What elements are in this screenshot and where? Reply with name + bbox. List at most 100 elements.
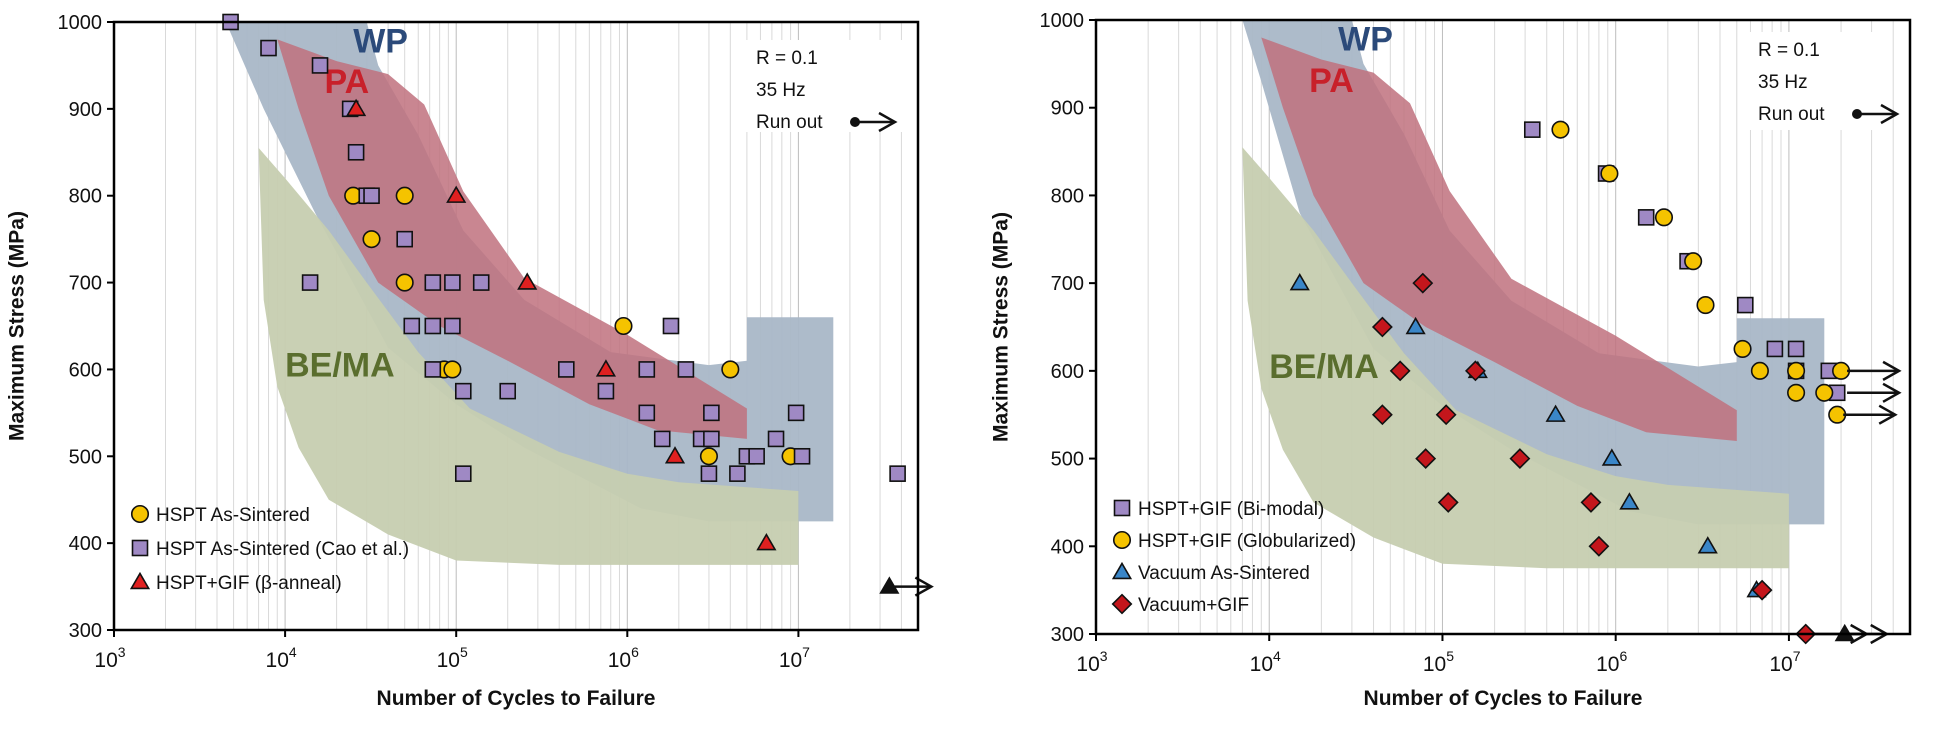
data-point bbox=[664, 446, 686, 464]
chart-left-x-axis-label: Number of Cycles to Failure bbox=[377, 687, 656, 710]
legend-item: HSPT As-Sintered (Cao et al.) bbox=[131, 539, 409, 560]
legend-item: HSPT+GIF (Bi-modal) bbox=[1113, 499, 1324, 520]
runout-arrow bbox=[1847, 360, 1902, 381]
chart-left-x-ticks: 103 104 105 106 107 bbox=[94, 630, 810, 672]
legend-swatch bbox=[1111, 593, 1133, 615]
arrow-head bbox=[1878, 404, 1898, 425]
data-point bbox=[1787, 361, 1806, 380]
data-point bbox=[1601, 448, 1622, 466]
data-point bbox=[1619, 492, 1640, 510]
data-point bbox=[1289, 273, 1310, 291]
x-tick-label: 107 bbox=[1769, 648, 1800, 676]
legend-item: HSPT+GIF (Globularized) bbox=[1112, 530, 1356, 552]
legend-marker bbox=[1113, 499, 1131, 517]
legend-label: HSPT+GIF (Bi-modal) bbox=[1138, 499, 1324, 520]
chart-right-info-text: R = 0.1 35 Hz Run out bbox=[1758, 40, 1900, 125]
region-pa bbox=[1261, 37, 1737, 441]
x-tick-label: 104 bbox=[266, 644, 297, 672]
legend-label: HSPT As-Sintered bbox=[156, 505, 310, 526]
data-point bbox=[889, 465, 906, 482]
chart-right-points bbox=[1289, 120, 1902, 645]
region-label-be-ma: BE/MA bbox=[285, 346, 395, 384]
x-tick-label: 106 bbox=[1596, 648, 1627, 676]
data-point bbox=[1405, 316, 1426, 335]
data-point bbox=[1464, 360, 1486, 382]
data-point bbox=[1580, 491, 1602, 513]
region-label-pa: PA bbox=[1309, 62, 1354, 100]
data-point bbox=[1509, 448, 1531, 470]
chart-right-plot-frame bbox=[1094, 18, 1912, 636]
data-point bbox=[1600, 164, 1619, 183]
chart-right-y-axis-label: Maximum Stress (MPa) bbox=[990, 212, 1013, 442]
data-point bbox=[395, 186, 414, 205]
data-point bbox=[703, 404, 720, 422]
y-tick-label: 700 bbox=[69, 273, 102, 295]
y-tick-label: 800 bbox=[69, 186, 102, 208]
x-tick-base: 10 bbox=[437, 649, 460, 672]
x-tick-label: 107 bbox=[779, 644, 810, 672]
x-tick-label: 105 bbox=[437, 644, 468, 672]
data-point bbox=[1832, 361, 1851, 380]
data-point bbox=[403, 317, 421, 335]
data-point bbox=[557, 361, 575, 378]
data-point bbox=[517, 272, 538, 290]
data-point bbox=[595, 359, 617, 377]
data-point bbox=[1696, 296, 1715, 315]
x-tick-exponent: 4 bbox=[289, 644, 297, 660]
data-point bbox=[424, 317, 442, 335]
legend-item: Vacuum+GIF bbox=[1111, 593, 1249, 616]
data-point bbox=[446, 185, 467, 203]
data-point bbox=[756, 533, 777, 551]
x-tick-base: 10 bbox=[1076, 653, 1099, 676]
chart-left-legend: HSPT As-Sintered HSPT As-Sintered (Cao e… bbox=[129, 504, 409, 594]
legend-item: HSPT+GIF (β-anneal) bbox=[129, 571, 342, 594]
data-point bbox=[1684, 252, 1703, 271]
region-label-wp: WP bbox=[1338, 21, 1393, 59]
data-point bbox=[260, 39, 277, 57]
data-point bbox=[1588, 535, 1610, 557]
data-point bbox=[499, 382, 517, 400]
legend-item: HSPT As-Sintered bbox=[130, 504, 310, 526]
data-point bbox=[1412, 272, 1434, 294]
data-point bbox=[721, 360, 740, 379]
arrow-head bbox=[1882, 360, 1902, 381]
info-runout: Run out bbox=[756, 112, 823, 133]
arrow-head bbox=[914, 576, 934, 597]
data-point bbox=[1551, 120, 1570, 139]
x-tick-exponent: 7 bbox=[1793, 648, 1801, 664]
data-point bbox=[444, 317, 461, 335]
data-point bbox=[662, 317, 680, 335]
x-tick-base: 10 bbox=[1250, 653, 1273, 676]
data-point bbox=[395, 273, 414, 292]
legend-item: Vacuum As-Sintered bbox=[1111, 561, 1310, 584]
data-point bbox=[1437, 491, 1459, 513]
arrow-head bbox=[1880, 103, 1900, 125]
data-point bbox=[346, 98, 367, 117]
y-tick-label: 400 bbox=[69, 533, 102, 555]
data-point bbox=[301, 274, 319, 291]
x-tick-base: 10 bbox=[94, 649, 117, 672]
data-point bbox=[1435, 404, 1457, 426]
data-point bbox=[767, 430, 785, 448]
region-label-wp: WP bbox=[353, 22, 408, 60]
info-frequency: 35 Hz bbox=[1758, 72, 1808, 93]
data-point bbox=[1736, 296, 1754, 314]
y-tick-label: 1000 bbox=[1040, 10, 1085, 32]
data-point bbox=[638, 404, 656, 422]
data-point bbox=[424, 274, 442, 291]
y-tick-label: 1000 bbox=[58, 12, 103, 34]
legend-marker bbox=[131, 539, 149, 557]
data-point bbox=[677, 361, 695, 378]
chart-right-regions bbox=[1242, 20, 1825, 569]
data-point bbox=[1787, 383, 1806, 402]
legend-marker bbox=[1112, 530, 1132, 550]
info-ratio: R = 0.1 bbox=[756, 48, 818, 69]
legend-swatch bbox=[130, 504, 150, 524]
data-point bbox=[396, 230, 413, 248]
data-point bbox=[443, 360, 462, 379]
x-tick-label: 104 bbox=[1250, 648, 1281, 676]
chart-left-y-axis-label: Maximum Stress (MPa) bbox=[6, 211, 29, 441]
x-tick-exponent: 3 bbox=[118, 644, 126, 660]
